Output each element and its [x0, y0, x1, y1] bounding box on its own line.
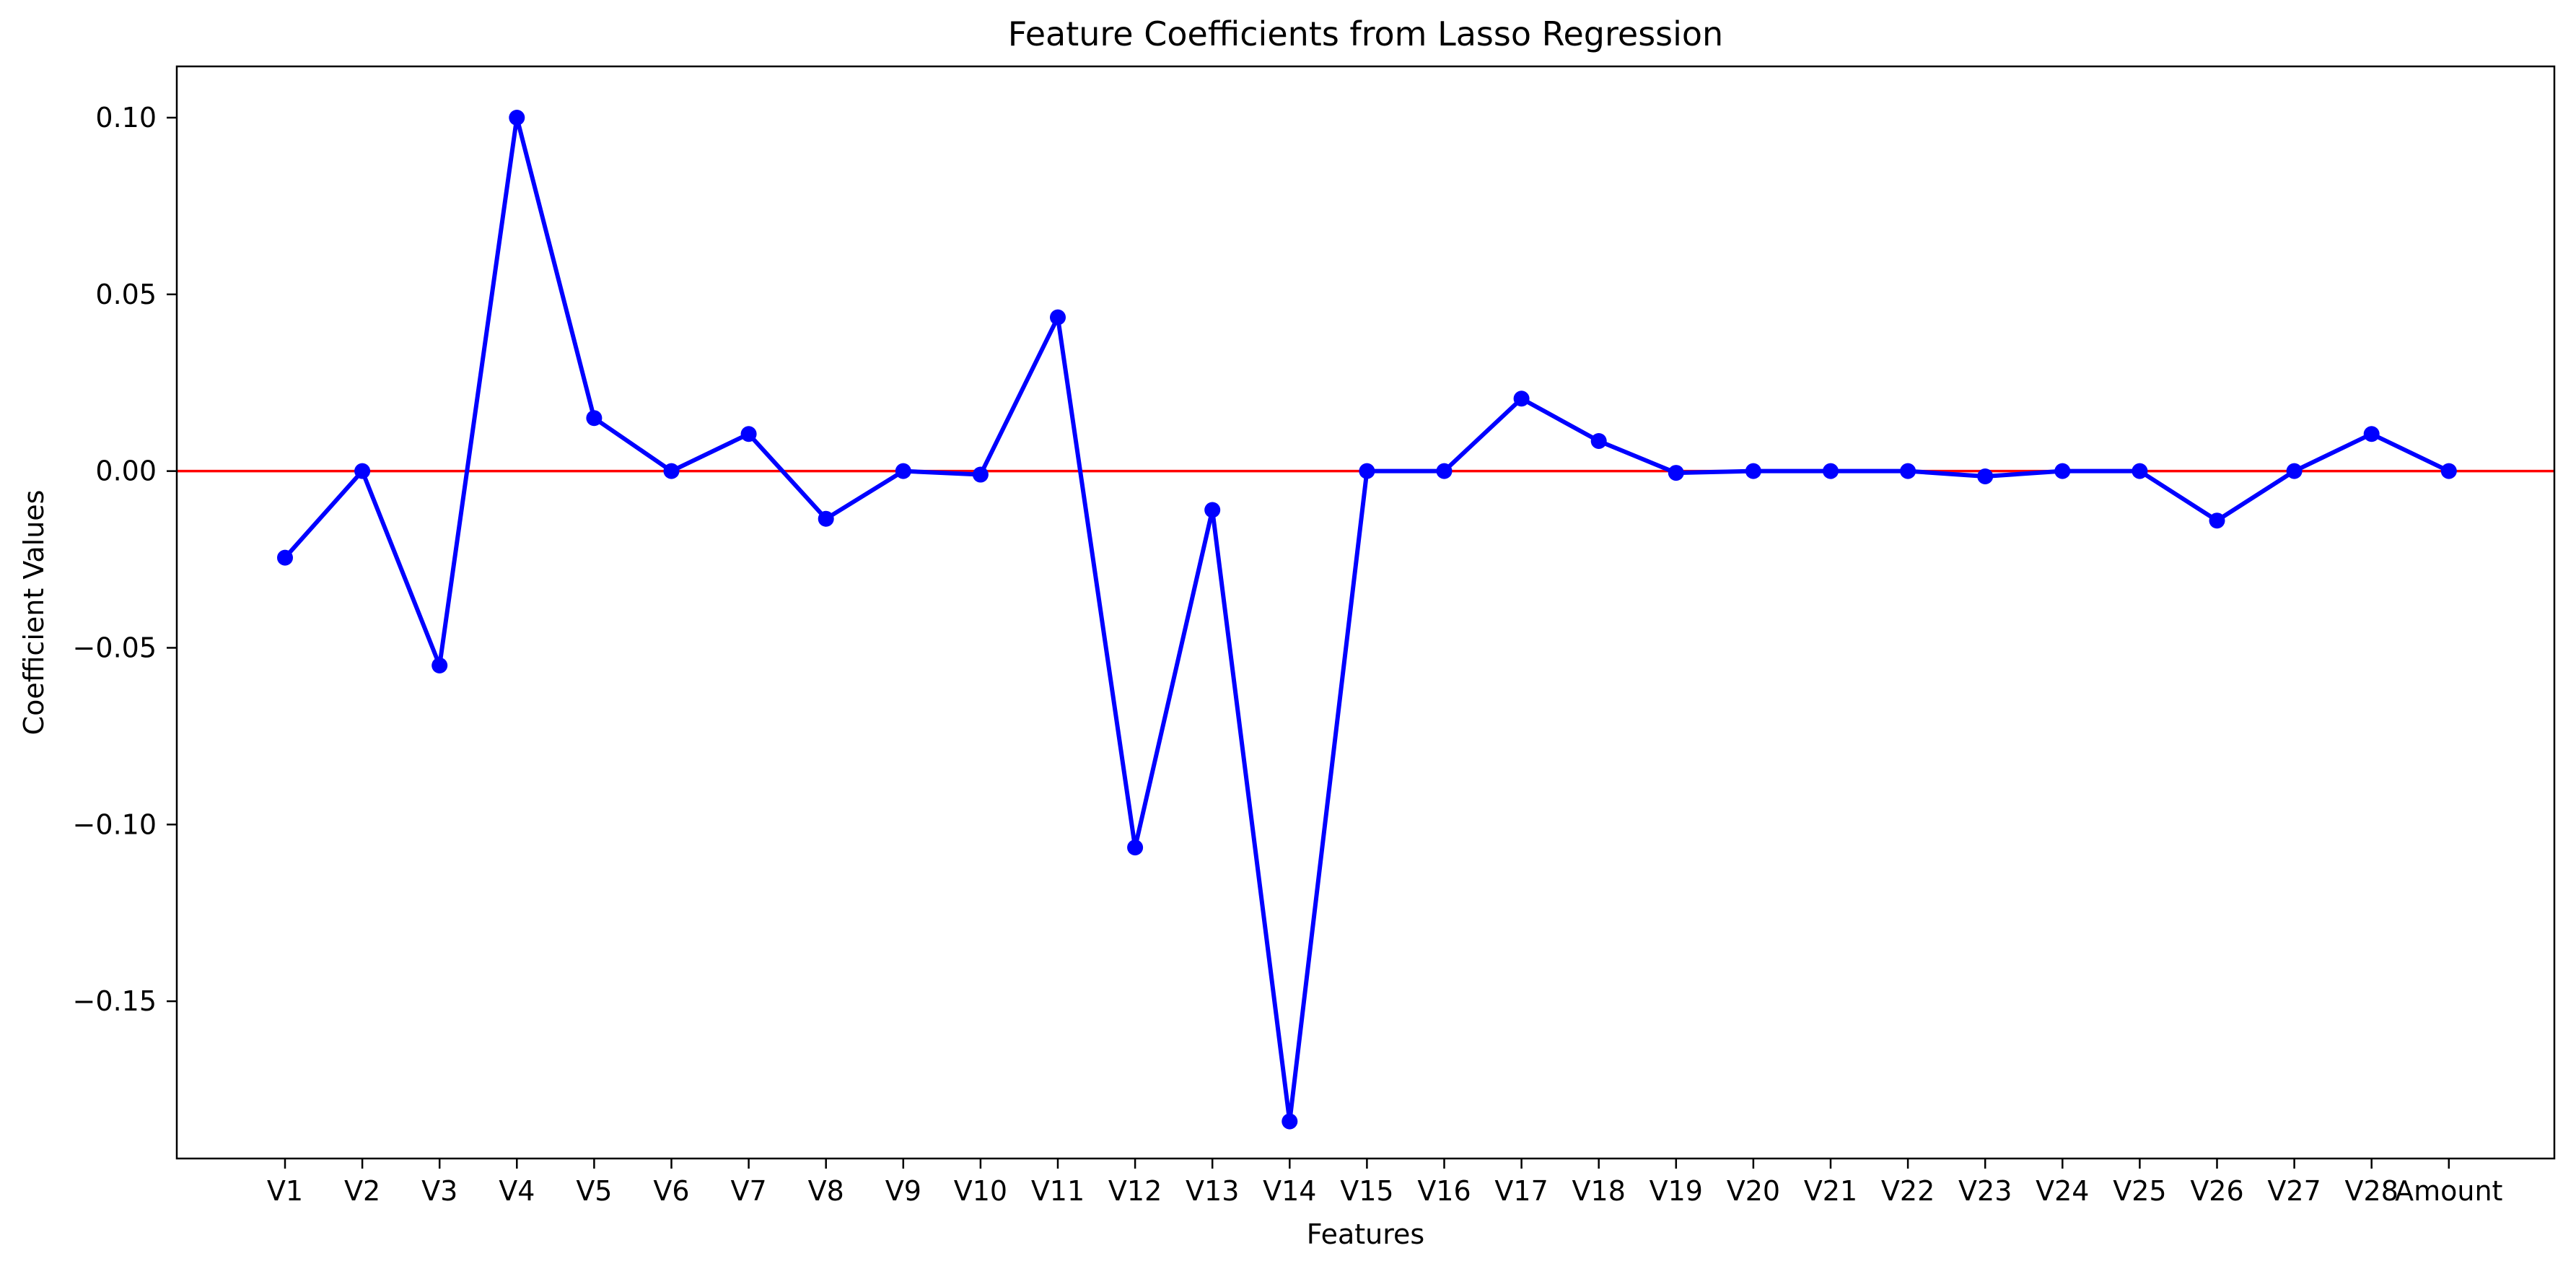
x-tick-label: V22 — [1881, 1175, 1935, 1207]
x-tick-label: V21 — [1804, 1175, 1857, 1207]
series-line — [283, 115, 2450, 1124]
data-point-v22 — [1900, 463, 1916, 479]
x-tick-label: V13 — [1186, 1175, 1239, 1207]
data-point-v7 — [740, 426, 757, 442]
x-tick-label: V16 — [1417, 1175, 1471, 1207]
x-tick-label: V3 — [421, 1175, 457, 1207]
x-tick-label: V26 — [2190, 1175, 2243, 1207]
data-point-v28 — [2363, 426, 2380, 442]
data-point-v20 — [1745, 463, 1761, 479]
data-point-v23 — [1977, 468, 1994, 484]
data-point-v8 — [818, 510, 834, 527]
x-tick-label: V5 — [576, 1175, 612, 1207]
x-tick-label: V11 — [1031, 1175, 1085, 1207]
y-tick-label: 0.05 — [95, 279, 157, 310]
x-tick-label: V25 — [2113, 1175, 2166, 1207]
x-tick-label: V6 — [653, 1175, 689, 1207]
axes-group — [175, 65, 2556, 1160]
x-tick-label: V14 — [1263, 1175, 1316, 1207]
plot-frame — [175, 65, 2556, 1160]
x-tick-label: V23 — [1958, 1175, 2012, 1207]
data-point-v15 — [1359, 463, 1375, 479]
data-point-v13 — [1204, 502, 1221, 518]
data-point-v4 — [509, 109, 525, 126]
data-point-v14 — [1282, 1113, 1298, 1130]
data-point-amount — [2440, 463, 2457, 479]
y-tick-label: −0.05 — [73, 632, 157, 663]
data-point-v18 — [1590, 433, 1607, 450]
data-point-v3 — [431, 657, 448, 673]
data-point-v26 — [2209, 512, 2225, 529]
data-point-v9 — [895, 463, 911, 479]
x-tick-label: V27 — [2267, 1175, 2321, 1207]
x-tick-label: V28 — [2345, 1175, 2398, 1207]
x-tick-label: V10 — [954, 1175, 1007, 1207]
x-tick-label: Amount — [2395, 1175, 2502, 1207]
data-point-v1 — [277, 549, 293, 566]
y-ticks-group: −0.15 −0.10 −0.05 0.00 0.05 0.10 — [73, 102, 177, 1017]
x-tick-label: V1 — [267, 1175, 303, 1207]
data-point-v16 — [1436, 463, 1453, 479]
chart-title: Feature Coefficients from Lasso Regressi… — [1008, 14, 1723, 53]
data-point-v10 — [972, 466, 989, 483]
data-point-v19 — [1668, 465, 1684, 481]
x-tick-label: V8 — [808, 1175, 844, 1207]
x-tick-label: V17 — [1494, 1175, 1548, 1207]
x-ticks-group: V1 V2 V3 V4 V5 V6 V7 V8 V9 V10 V11 V12 V13 V14 V15 V16 V… — [267, 1159, 2502, 1207]
data-point-v24 — [2054, 463, 2071, 479]
data-point-v2 — [354, 463, 371, 479]
data-point-v17 — [1513, 391, 1530, 407]
x-tick-label: V18 — [1572, 1175, 1626, 1207]
y-tick-label: −0.15 — [73, 985, 157, 1017]
data-point-v21 — [1823, 463, 1839, 479]
y-tick-label: 0.00 — [95, 455, 157, 487]
y-axis-label: Coefficient Values — [18, 490, 50, 736]
data-point-v25 — [2132, 463, 2148, 479]
x-tick-label: V19 — [1650, 1175, 1703, 1207]
x-axis-label: Features — [1307, 1218, 1424, 1250]
data-point-v5 — [586, 410, 603, 427]
data-point-v27 — [2286, 463, 2303, 479]
data-point-v12 — [1127, 839, 1144, 856]
y-tick-label: −0.10 — [73, 808, 157, 840]
x-tick-label: V20 — [1727, 1175, 1780, 1207]
x-tick-label: V12 — [1108, 1175, 1162, 1207]
x-tick-label: V15 — [1340, 1175, 1393, 1207]
x-tick-label: V24 — [2036, 1175, 2089, 1207]
data-point-v6 — [663, 463, 680, 479]
y-tick-label: 0.10 — [95, 102, 157, 134]
series-group — [277, 109, 2457, 1130]
x-tick-label: V7 — [731, 1175, 767, 1207]
x-tick-label: V2 — [344, 1175, 380, 1207]
x-tick-label: V4 — [499, 1175, 535, 1207]
data-point-v11 — [1050, 309, 1066, 326]
x-tick-label: V9 — [885, 1175, 921, 1207]
